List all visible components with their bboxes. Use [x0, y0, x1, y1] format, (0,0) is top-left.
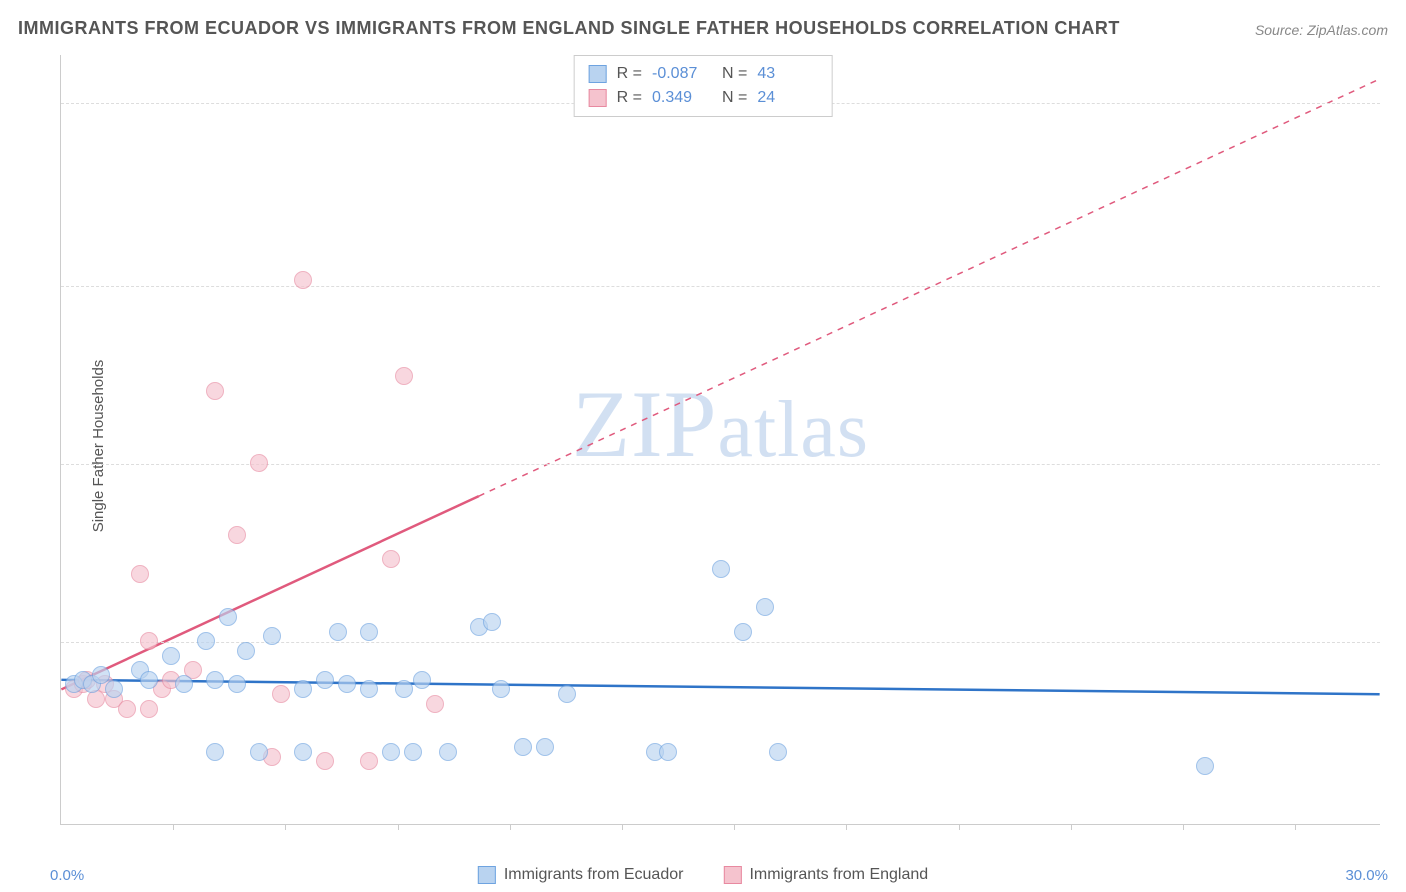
ecuador-point	[294, 743, 312, 761]
ecuador-point	[360, 623, 378, 641]
correlation-stats-box: R = -0.087 N = 43 R = 0.349 N = 24	[574, 55, 833, 117]
n-value-england: 24	[757, 86, 817, 110]
ecuador-point	[316, 671, 334, 689]
gridline-h	[61, 642, 1380, 643]
ecuador-point	[382, 743, 400, 761]
swatch-ecuador-legend	[478, 866, 496, 884]
x-tick-mark	[285, 824, 286, 830]
ecuador-point	[294, 680, 312, 698]
swatch-england	[589, 89, 607, 107]
ecuador-point	[338, 675, 356, 693]
ecuador-point	[197, 632, 215, 650]
x-axis-start-label: 0.0%	[50, 867, 84, 884]
x-tick-mark	[846, 824, 847, 830]
x-tick-mark	[1071, 824, 1072, 830]
x-tick-mark	[734, 824, 735, 830]
ecuador-point	[395, 680, 413, 698]
x-tick-mark	[959, 824, 960, 830]
england-point	[382, 550, 400, 568]
r-value-england: 0.349	[652, 86, 712, 110]
trend-line	[61, 680, 1379, 694]
ecuador-point	[329, 623, 347, 641]
ecuador-point	[228, 675, 246, 693]
england-point	[360, 752, 378, 770]
legend-item-ecuador: Immigrants from Ecuador	[478, 866, 684, 884]
x-tick-mark	[1183, 824, 1184, 830]
x-tick-mark	[173, 824, 174, 830]
x-tick-mark	[398, 824, 399, 830]
trend-lines-svg	[61, 55, 1380, 824]
ecuador-point	[439, 743, 457, 761]
legend-label-ecuador: Immigrants from Ecuador	[504, 866, 684, 884]
england-point	[140, 632, 158, 650]
y-tick-label: 3.8%	[1390, 634, 1406, 651]
ecuador-point	[659, 743, 677, 761]
ecuador-point	[769, 743, 787, 761]
gridline-h	[61, 286, 1380, 287]
ecuador-point	[140, 671, 158, 689]
ecuador-point	[492, 680, 510, 698]
x-tick-mark	[1295, 824, 1296, 830]
england-point	[426, 695, 444, 713]
y-tick-label: 11.2%	[1390, 278, 1406, 295]
ecuador-point	[206, 671, 224, 689]
england-point	[140, 700, 158, 718]
legend: Immigrants from Ecuador Immigrants from …	[478, 866, 928, 884]
england-point	[206, 382, 224, 400]
ecuador-point	[734, 623, 752, 641]
england-point	[228, 526, 246, 544]
chart-title: IMMIGRANTS FROM ECUADOR VS IMMIGRANTS FR…	[18, 18, 1120, 39]
ecuador-point	[206, 743, 224, 761]
trend-line	[61, 496, 478, 689]
ecuador-point	[1196, 757, 1214, 775]
ecuador-point	[712, 560, 730, 578]
x-tick-mark	[510, 824, 511, 830]
ecuador-point	[413, 671, 431, 689]
trend-line	[479, 79, 1380, 496]
england-point	[272, 685, 290, 703]
ecuador-point	[219, 608, 237, 626]
ecuador-point	[558, 685, 576, 703]
england-point	[250, 454, 268, 472]
england-point	[118, 700, 136, 718]
x-tick-mark	[622, 824, 623, 830]
england-point	[131, 565, 149, 583]
plot-area: ZIPatlas 3.8%7.5%11.2%15.0%	[60, 55, 1380, 825]
ecuador-point	[483, 613, 501, 631]
watermark: ZIPatlas	[572, 369, 869, 479]
x-axis-end-label: 30.0%	[1345, 867, 1388, 884]
swatch-ecuador	[589, 65, 607, 83]
legend-label-england: Immigrants from England	[749, 866, 928, 884]
ecuador-point	[105, 680, 123, 698]
ecuador-point	[536, 738, 554, 756]
n-value-ecuador: 43	[757, 62, 817, 86]
england-point	[294, 271, 312, 289]
r-value-ecuador: -0.087	[652, 62, 712, 86]
ecuador-point	[162, 647, 180, 665]
ecuador-point	[360, 680, 378, 698]
england-point	[316, 752, 334, 770]
ecuador-point	[514, 738, 532, 756]
ecuador-point	[404, 743, 422, 761]
swatch-england-legend	[723, 866, 741, 884]
ecuador-point	[263, 627, 281, 645]
england-point	[395, 367, 413, 385]
ecuador-point	[756, 598, 774, 616]
y-tick-label: 15.0%	[1390, 95, 1406, 112]
stats-row-ecuador: R = -0.087 N = 43	[589, 62, 818, 86]
legend-item-england: Immigrants from England	[723, 866, 928, 884]
ecuador-point	[92, 666, 110, 684]
ecuador-point	[175, 675, 193, 693]
y-tick-label: 7.5%	[1390, 456, 1406, 473]
ecuador-point	[237, 642, 255, 660]
source-attribution: Source: ZipAtlas.com	[1255, 22, 1388, 38]
ecuador-point	[250, 743, 268, 761]
stats-row-england: R = 0.349 N = 24	[589, 86, 818, 110]
